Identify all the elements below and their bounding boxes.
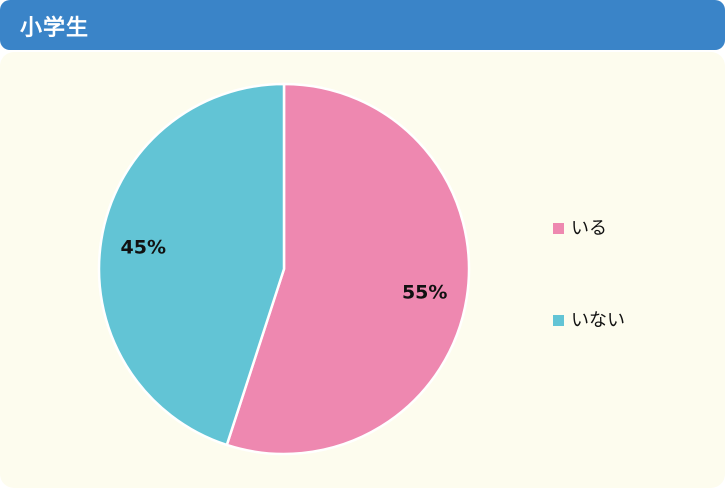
chart-header: 小学生 [0,0,725,50]
pie-slice-1 [225,82,471,456]
legend-label: いない [571,310,625,331]
pie-slice-2 [97,82,286,447]
slice-value-label: 45% [121,237,166,259]
chart-title: 小学生 [20,16,90,41]
legend-label: いる [571,218,607,239]
slice-value-label: 55% [402,281,447,303]
legend-swatch [553,315,564,326]
legend-swatch [553,223,564,234]
